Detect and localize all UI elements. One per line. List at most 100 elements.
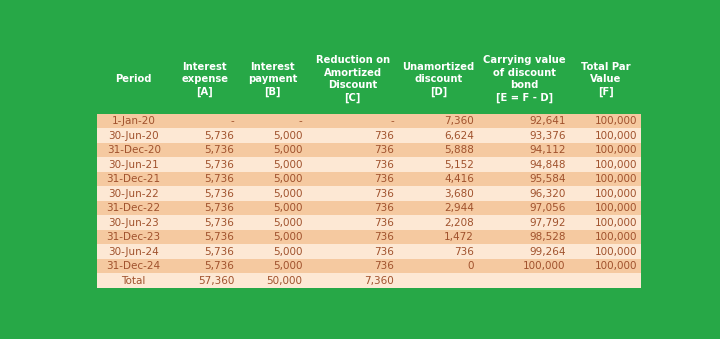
- Text: Interest
payment
[B]: Interest payment [B]: [248, 62, 297, 97]
- Text: 94,112: 94,112: [529, 145, 566, 155]
- Text: 30-Jun-22: 30-Jun-22: [108, 188, 159, 199]
- Text: 100,000: 100,000: [594, 160, 637, 170]
- Text: 2,208: 2,208: [444, 218, 474, 227]
- Text: Interest
expense
[A]: Interest expense [A]: [181, 62, 228, 97]
- Text: 92,641: 92,641: [529, 116, 566, 126]
- Text: 100,000: 100,000: [594, 131, 637, 141]
- Text: 100,000: 100,000: [523, 261, 566, 271]
- Text: 94,848: 94,848: [529, 160, 566, 170]
- Text: 4,416: 4,416: [444, 174, 474, 184]
- Text: 5,736: 5,736: [204, 232, 234, 242]
- Text: 96,320: 96,320: [529, 188, 566, 199]
- Text: Reduction on
Amortized
Discount
[C]: Reduction on Amortized Discount [C]: [315, 56, 390, 103]
- Text: 5,000: 5,000: [273, 232, 302, 242]
- Text: 100,000: 100,000: [594, 261, 637, 271]
- Text: 99,264: 99,264: [529, 246, 566, 257]
- Text: 736: 736: [454, 246, 474, 257]
- Text: 5,152: 5,152: [444, 160, 474, 170]
- Text: 5,736: 5,736: [204, 218, 234, 227]
- Text: 30-Jun-21: 30-Jun-21: [108, 160, 159, 170]
- Text: 1,472: 1,472: [444, 232, 474, 242]
- Text: 5,000: 5,000: [273, 218, 302, 227]
- Text: 5,000: 5,000: [273, 174, 302, 184]
- Text: 31-Dec-22: 31-Dec-22: [107, 203, 161, 213]
- Text: 95,584: 95,584: [529, 174, 566, 184]
- Text: 100,000: 100,000: [594, 218, 637, 227]
- Text: 736: 736: [374, 232, 394, 242]
- Text: Unamortized
discount
[D]: Unamortized discount [D]: [402, 62, 474, 97]
- Text: 100,000: 100,000: [594, 116, 637, 126]
- Text: Period: Period: [115, 74, 152, 84]
- Bar: [96, 186, 642, 201]
- Text: 5,000: 5,000: [273, 131, 302, 141]
- Text: -: -: [390, 116, 394, 126]
- Bar: [96, 230, 642, 244]
- Text: 31-Dec-23: 31-Dec-23: [107, 232, 161, 242]
- Text: 736: 736: [374, 188, 394, 199]
- Text: 5,736: 5,736: [204, 203, 234, 213]
- Text: 5,000: 5,000: [273, 188, 302, 199]
- Text: 5,736: 5,736: [204, 174, 234, 184]
- Text: Total: Total: [122, 276, 146, 286]
- Bar: [96, 244, 642, 259]
- Text: 3,680: 3,680: [444, 188, 474, 199]
- Text: 5,000: 5,000: [273, 246, 302, 257]
- Text: 5,000: 5,000: [273, 203, 302, 213]
- Text: 6,624: 6,624: [444, 131, 474, 141]
- Text: Carrying value
of discount
bond
[E = F - D]: Carrying value of discount bond [E = F -…: [483, 56, 566, 103]
- Text: 5,736: 5,736: [204, 131, 234, 141]
- Text: 2,944: 2,944: [444, 203, 474, 213]
- Text: 736: 736: [374, 131, 394, 141]
- Bar: [96, 215, 642, 230]
- Text: Total Par
Value
[F]: Total Par Value [F]: [581, 62, 631, 97]
- Bar: [96, 201, 642, 215]
- Text: 7,360: 7,360: [444, 116, 474, 126]
- Text: 30-Jun-23: 30-Jun-23: [108, 218, 159, 227]
- Bar: [96, 157, 642, 172]
- Text: 5,736: 5,736: [204, 160, 234, 170]
- Text: 100,000: 100,000: [594, 232, 637, 242]
- Text: 5,000: 5,000: [273, 145, 302, 155]
- Text: 100,000: 100,000: [594, 203, 637, 213]
- Bar: [96, 172, 642, 186]
- Text: 1-Jan-20: 1-Jan-20: [112, 116, 156, 126]
- Text: 5,000: 5,000: [273, 261, 302, 271]
- Text: 5,736: 5,736: [204, 261, 234, 271]
- Text: 30-Jun-20: 30-Jun-20: [109, 131, 159, 141]
- Bar: [96, 288, 642, 298]
- Text: 736: 736: [374, 203, 394, 213]
- Text: 736: 736: [374, 261, 394, 271]
- Bar: [96, 273, 642, 288]
- Text: 5,000: 5,000: [273, 160, 302, 170]
- Text: 30-Jun-24: 30-Jun-24: [108, 246, 159, 257]
- Text: 31-Dec-21: 31-Dec-21: [107, 174, 161, 184]
- Text: 736: 736: [374, 218, 394, 227]
- Text: 736: 736: [374, 145, 394, 155]
- Text: 0: 0: [467, 261, 474, 271]
- Text: 7,360: 7,360: [364, 276, 394, 286]
- Bar: [96, 45, 642, 114]
- Text: 736: 736: [374, 160, 394, 170]
- Text: 93,376: 93,376: [529, 131, 566, 141]
- Text: 736: 736: [374, 174, 394, 184]
- Text: 50,000: 50,000: [266, 276, 302, 286]
- Text: 98,528: 98,528: [529, 232, 566, 242]
- Bar: [96, 128, 642, 143]
- Text: 736: 736: [374, 246, 394, 257]
- Text: -: -: [230, 116, 234, 126]
- Text: 100,000: 100,000: [594, 188, 637, 199]
- Text: 100,000: 100,000: [594, 174, 637, 184]
- Text: 57,360: 57,360: [198, 276, 234, 286]
- Bar: [96, 259, 642, 273]
- Text: 5,736: 5,736: [204, 145, 234, 155]
- Text: -: -: [299, 116, 302, 126]
- Bar: [96, 143, 642, 157]
- Text: 100,000: 100,000: [594, 145, 637, 155]
- Text: 5,888: 5,888: [444, 145, 474, 155]
- Text: 31-Dec-24: 31-Dec-24: [107, 261, 161, 271]
- Text: 5,736: 5,736: [204, 246, 234, 257]
- Bar: [96, 114, 642, 128]
- Text: 31-Dec-20: 31-Dec-20: [107, 145, 161, 155]
- Text: 100,000: 100,000: [594, 246, 637, 257]
- Text: 97,792: 97,792: [529, 218, 566, 227]
